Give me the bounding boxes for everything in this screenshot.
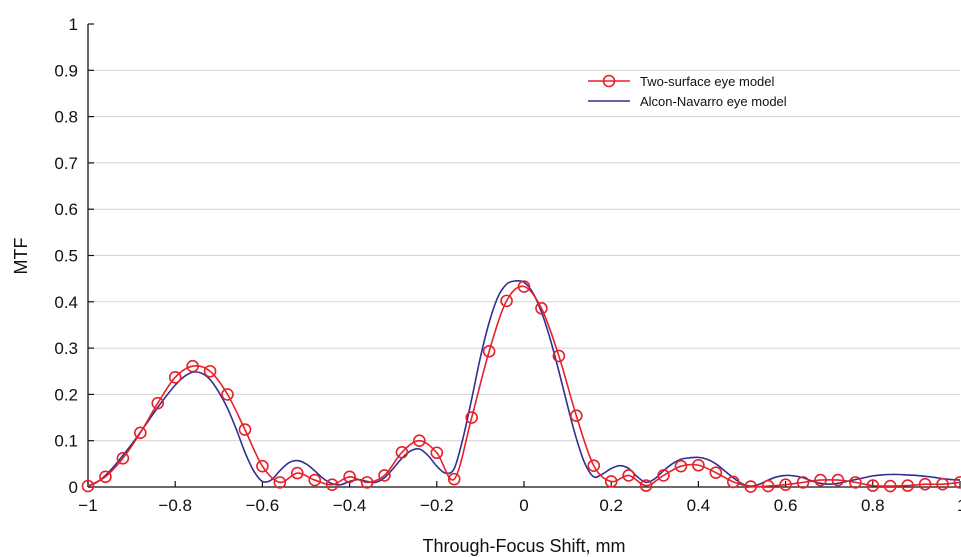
series-0-point-4	[152, 398, 163, 409]
series-0-point-44	[850, 477, 861, 488]
y-tick-label-6: 0.6	[54, 200, 78, 219]
series-0-point-49	[937, 479, 948, 490]
y-axis-label: MTF	[11, 238, 31, 275]
y-tick-label-4: 0.4	[54, 293, 78, 312]
series-0-point-47	[902, 480, 913, 491]
x-tick-label-7: 0.4	[687, 496, 711, 515]
y-tick-label-10: 1	[69, 15, 78, 34]
series-0-point-25	[519, 281, 530, 292]
series-0-point-5	[170, 372, 181, 383]
series-0-point-39	[763, 481, 774, 492]
series-0-point-31	[623, 470, 634, 481]
series-0-point-19	[414, 435, 425, 446]
series-0-point-20	[431, 447, 442, 458]
series-lines	[88, 281, 960, 487]
series-line-1	[88, 281, 960, 486]
y-tick-labels: 0 0.1 0.2 0.3 0.4 0.5 0.6 0.7 0.8 0.9 1	[54, 15, 78, 497]
series-0-point-23	[484, 346, 495, 357]
y-tick-label-5: 0.5	[54, 247, 78, 266]
series-0-point-21	[449, 474, 460, 485]
series-0-point-45	[867, 480, 878, 491]
series-0-point-38	[745, 481, 756, 492]
series-0-point-48	[920, 479, 931, 490]
series-0-point-35	[693, 460, 704, 471]
series-0-point-34	[675, 461, 686, 472]
x-tick-label-4: −0.2	[420, 496, 454, 515]
y-tick-label-8: 0.8	[54, 108, 78, 127]
x-tick-label-9: 0.8	[861, 496, 885, 515]
series-0-point-42	[815, 475, 826, 486]
series-0-point-18	[396, 447, 407, 458]
series-0-point-16	[362, 477, 373, 488]
series-0-point-50	[955, 477, 961, 488]
series-0-point-9	[239, 424, 250, 435]
series-0-point-46	[885, 481, 896, 492]
series-0-point-30	[606, 476, 617, 487]
series-0-point-2	[117, 453, 128, 464]
series-0-point-10	[257, 461, 268, 472]
x-tick-label-10: 1	[957, 496, 961, 515]
series-0-point-12	[292, 468, 303, 479]
x-axis-label: Through-Focus Shift, mm	[422, 536, 625, 556]
series-0-point-37	[728, 476, 739, 487]
series-0-point-7	[205, 366, 216, 377]
x-tick-label-1: −0.8	[158, 496, 192, 515]
gridlines	[88, 70, 960, 440]
y-tick-label-0: 0	[69, 478, 78, 497]
y-tick-label-7: 0.7	[54, 154, 78, 173]
series-markers	[83, 281, 961, 492]
series-0-point-41	[798, 477, 809, 488]
y-tick-label-1: 0.1	[54, 432, 78, 451]
x-tick-label-0: −1	[78, 496, 97, 515]
series-0-point-22	[466, 412, 477, 423]
x-tick-label-8: 0.6	[774, 496, 798, 515]
series-0-point-3	[135, 427, 146, 438]
series-line-0	[88, 286, 960, 486]
series-0-point-40	[780, 479, 791, 490]
legend-label-0: Two-surface eye model	[640, 74, 775, 89]
y-tick-label-3: 0.3	[54, 339, 78, 358]
series-0-point-8	[222, 389, 233, 400]
series-0-point-29	[588, 460, 599, 471]
series-0-point-13	[309, 475, 320, 486]
series-0-point-6	[187, 361, 198, 372]
legend: Two-surface eye model Alcon-Navarro eye m…	[588, 74, 787, 109]
legend-label-1: Alcon-Navarro eye model	[640, 94, 787, 109]
x-tick-label-5: 0	[519, 496, 528, 515]
x-tick-label-3: −0.4	[333, 496, 367, 515]
y-tick-label-2: 0.2	[54, 385, 78, 404]
series-0-point-43	[832, 475, 843, 486]
x-tick-label-6: 0.2	[599, 496, 623, 515]
x-tick-labels: −1 −0.8 −0.6 −0.4 −0.2 0 0.2 0.4 0.6 0.8 1	[78, 496, 961, 515]
x-tick-label-2: −0.6	[246, 496, 280, 515]
series-0-point-28	[571, 410, 582, 421]
series-0-point-36	[710, 467, 721, 478]
series-0-point-1	[100, 471, 111, 482]
series-0-point-27	[553, 350, 564, 361]
series-0-point-32	[641, 480, 652, 491]
series-0-point-14	[327, 479, 338, 490]
y-tick-label-9: 0.9	[54, 61, 78, 80]
series-0-point-33	[658, 470, 669, 481]
series-0-point-0	[83, 481, 94, 492]
series-0-point-24	[501, 295, 512, 306]
series-0-point-17	[379, 470, 390, 481]
series-0-point-15	[344, 471, 355, 482]
series-0-point-26	[536, 303, 547, 314]
series-0-point-11	[274, 477, 285, 488]
